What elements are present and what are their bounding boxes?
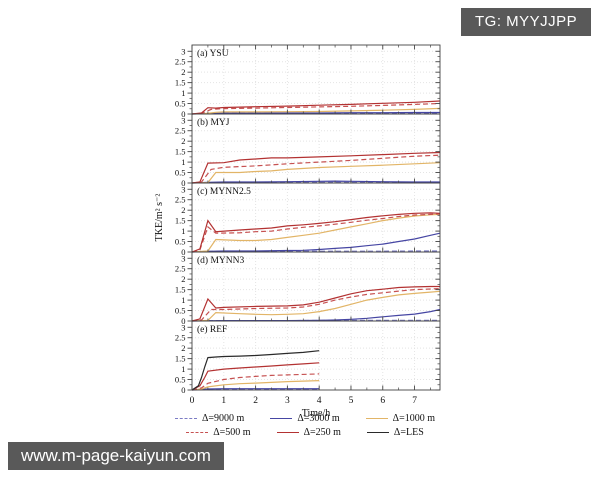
tag-badge: TG: MYYJJPP [461, 8, 592, 36]
series-d1000 [191, 290, 441, 322]
x-axis-label: Time/h [302, 408, 331, 419]
y-tick-label: 0.5 [175, 237, 186, 247]
x-tick-label: 0 [190, 396, 195, 406]
y-tick-label: 2.5 [175, 195, 186, 205]
x-tick-label: 1 [221, 396, 226, 406]
chart-legend: Δ=9000 m Δ=3000 m Δ=1000 m Δ=500 m Δ=250 m Δ=… [150, 411, 460, 439]
legend-label-les: Δ=LES [393, 426, 424, 438]
series-d250 [191, 100, 441, 115]
x-tick-label: 6 [380, 396, 385, 406]
legend-item-d3000: Δ=3000 m [270, 412, 340, 424]
series-d250 [191, 151, 441, 184]
x-tick-label: 7 [412, 396, 417, 406]
panel-d: 00.511.522.53 (d) MYNN3 [175, 251, 441, 326]
series-d1000 [191, 213, 441, 253]
x-tick-label: 4 [317, 396, 322, 406]
legend-swatch-d500 [186, 431, 209, 433]
y-tick-label: 1.5 [175, 354, 186, 364]
watermark: www.m-page-kaiyun.com [8, 442, 224, 470]
series-d250 [191, 285, 440, 322]
y-tick-label: 0 [181, 385, 185, 395]
y-tick-label: 1.5 [175, 147, 186, 157]
legend-label-d250: Δ=250 m [303, 426, 341, 438]
series-d1000 [191, 162, 441, 184]
legend-item-d500: Δ=500 m [186, 426, 251, 438]
legend-item-les: Δ=LES [366, 426, 424, 438]
series-d3000 [191, 308, 441, 322]
legend-swatch-d3000 [270, 417, 293, 419]
legend-label-d3000: Δ=3000 m [297, 412, 340, 424]
legend-label-d1000: Δ=1000 m [392, 412, 436, 424]
panel-label-d: (d) MYNN3 [197, 255, 244, 266]
series-d500 [191, 154, 441, 184]
y-tick-label: 2.5 [175, 126, 186, 136]
y-tick-label: 1.5 [175, 216, 186, 226]
y-tick-label: 0.5 [175, 99, 186, 109]
legend-swatch-d1000 [365, 417, 388, 419]
y-tick-label: 0.5 [175, 375, 186, 385]
panel-b: 00.511.522.53 (b) MYJ [175, 113, 441, 188]
panel-label-e: (e) REF [197, 324, 227, 335]
series-d500 [191, 288, 441, 322]
y-tick-label: 3 [181, 253, 185, 263]
legend-item-d9000: Δ=9000 m [174, 412, 245, 424]
y-tick-label: 2 [181, 343, 185, 353]
y-tick-label: 0 [181, 109, 185, 119]
y-tick-label: 2 [181, 67, 185, 77]
series-les [191, 350, 320, 391]
y-tick-label: 3 [181, 46, 185, 56]
y-tick-label: 0 [181, 178, 185, 188]
legend-label-d9000: Δ=9000 m [201, 412, 245, 424]
legend-swatch-les [366, 431, 389, 433]
series-d1000 [191, 380, 320, 391]
legend-row: Δ=9000 m Δ=3000 m Δ=1000 m [150, 411, 460, 425]
legend-row: Δ=500 m Δ=250 m Δ=LES [150, 425, 460, 439]
y-tick-label: 2 [181, 205, 185, 215]
x-tick-label: 2 [253, 396, 258, 406]
y-tick-label: 1 [181, 157, 185, 167]
y-tick-label: 2 [181, 136, 185, 146]
panel-label-a: (a) YSU [197, 48, 229, 59]
y-tick-label: 2.5 [175, 264, 186, 274]
y-tick-label: 0.5 [175, 168, 186, 178]
y-tick-label: 2 [181, 274, 185, 284]
panel-a: 00.511.522.53 (a) YSU [175, 44, 441, 119]
x-tick-label: 5 [349, 396, 354, 406]
y-tick-label: 3 [181, 184, 185, 194]
series-d250 [191, 212, 441, 253]
y-tick-label: 2.5 [175, 333, 186, 343]
legend-item-d250: Δ=250 m [276, 426, 341, 438]
y-axis-label: TKE/m² s⁻² [154, 194, 165, 242]
y-tick-label: 1 [181, 88, 185, 98]
x-tick-label: 3 [285, 396, 290, 406]
y-tick-label: 2.5 [175, 57, 186, 67]
panel-c: 00.511.522.53 (c) MYNN2.5 [175, 182, 441, 257]
y-tick-label: 1.5 [175, 285, 186, 295]
series-d500 [191, 213, 441, 253]
panel-e: 00.511.522.53 (e) REF [175, 320, 441, 395]
figure: 0 0.5 1 1.5 2 2.5 3 (a) YSU 0 0.5 1 1.5 2 2.5 3 (b) MYJ… [150, 40, 460, 480]
legend-item-d1000: Δ=1000 m [365, 412, 436, 424]
y-tick-label: 0.5 [175, 306, 186, 316]
legend-swatch-d250 [276, 431, 299, 433]
y-tick-label: 1 [181, 226, 185, 236]
y-tick-label: 1 [181, 295, 185, 305]
series-d3000 [191, 232, 441, 253]
legend-swatch-d9000 [174, 417, 197, 419]
panel-label-c: (c) MYNN2.5 [197, 186, 251, 197]
panel-label-b: (b) MYJ [197, 117, 230, 128]
legend-label-d500: Δ=500 m [213, 426, 251, 438]
y-tick-label: 3 [181, 322, 185, 332]
y-tick-label: 0 [181, 316, 185, 326]
y-tick-label: 3 [181, 115, 185, 125]
series-d500 [191, 373, 320, 391]
y-tick-label: 1 [181, 364, 185, 374]
series-d250 [191, 362, 320, 391]
y-tick-label: 0 [181, 247, 185, 257]
y-tick-label: 1.5 [175, 78, 186, 88]
series-d500 [191, 102, 441, 115]
